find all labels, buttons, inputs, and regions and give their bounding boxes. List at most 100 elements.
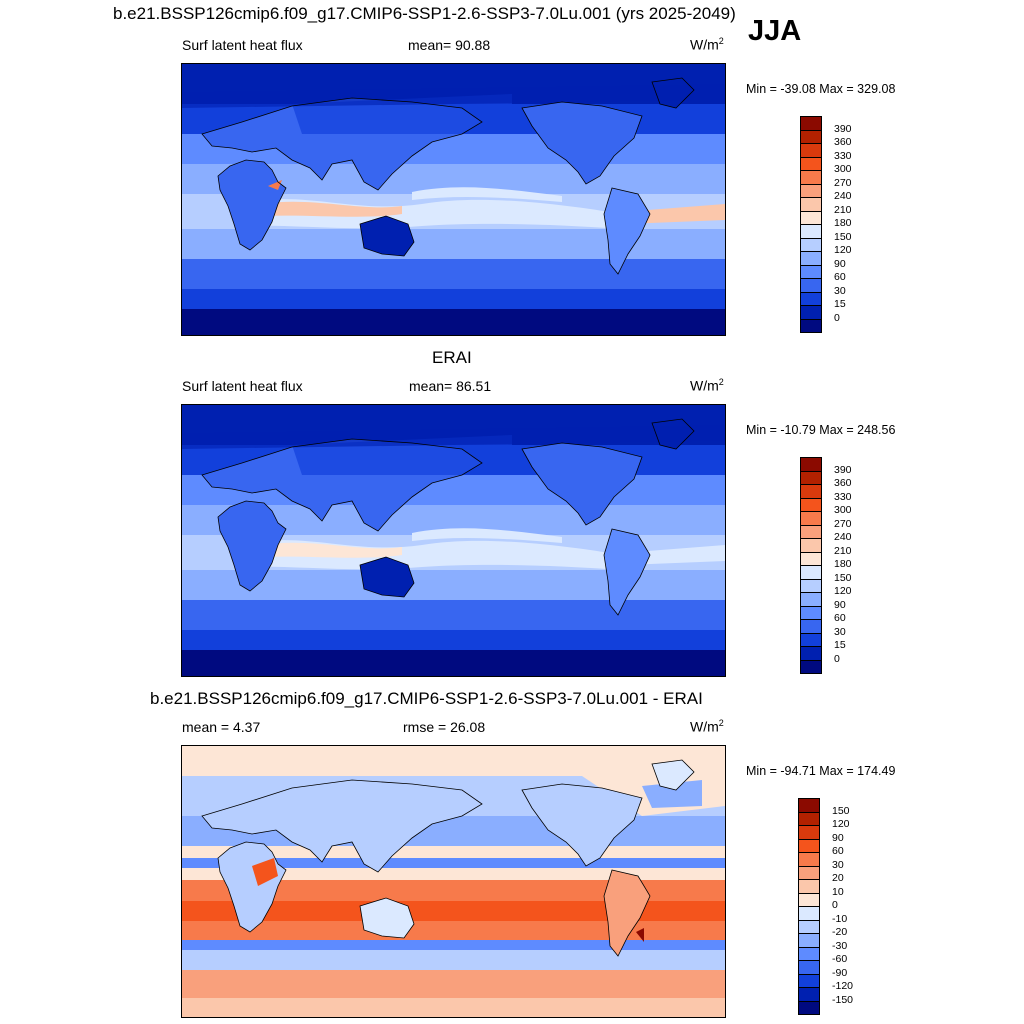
coastline-australia	[359, 556, 415, 598]
contour-region	[604, 870, 650, 956]
colorbar-label: -10	[832, 912, 848, 925]
contour-region	[642, 780, 702, 808]
coastline-samerica	[603, 869, 651, 957]
units-exponent: 2	[718, 36, 724, 46]
colorbar-swatch	[800, 251, 822, 266]
colorbar-label: 90	[834, 598, 846, 611]
contour-region	[182, 84, 725, 108]
colorbar-swatch	[800, 592, 822, 607]
contour-region	[218, 160, 286, 250]
contour-region	[636, 928, 644, 942]
coastline-namerica	[521, 101, 643, 185]
panel2-title: ERAI	[432, 348, 472, 367]
colorbar-label: 360	[834, 477, 852, 489]
colorbar-swatch	[798, 1000, 820, 1015]
contour-region	[522, 102, 642, 184]
panel3-minmax: Min = -94.71 Max = 174.49	[746, 764, 896, 778]
colorbar-label: 120	[834, 585, 852, 597]
colorbar-label: 60	[834, 612, 846, 624]
colorbar-label: 10	[832, 885, 844, 898]
coastline-africa	[217, 500, 287, 592]
contour-region	[262, 201, 402, 217]
colorbar-label: 390	[834, 463, 852, 476]
colorbar-swatch	[798, 987, 820, 1002]
colorbar-label: 150	[834, 571, 852, 584]
panel1-mean-label: mean= 90.88	[408, 37, 491, 53]
season-label: JJA	[748, 15, 802, 47]
colorbar-label: -90	[832, 966, 848, 979]
panel3-map	[181, 745, 726, 1018]
colorbar-label: 270	[834, 176, 852, 189]
colorbar-swatch	[800, 291, 822, 306]
coastline-namerica	[521, 783, 643, 867]
coastline-eurasia	[201, 438, 483, 532]
colorbar-label: -30	[832, 939, 848, 952]
colorbar-label: 330	[834, 149, 852, 162]
panel3-rmse-label: rmse = 26.08	[403, 719, 486, 735]
panel3-title: b.e21.BSSP126cmip6.f09_g17.CMIP6-SSP1-2.…	[150, 689, 703, 708]
panel3-mean-label: mean = 4.37	[182, 719, 261, 735]
contour-region	[522, 784, 642, 866]
coastline-australia	[359, 897, 415, 939]
colorbar-label: 240	[834, 190, 852, 202]
contour-map-canvas	[182, 746, 725, 1017]
contour-region	[182, 425, 725, 449]
contour-region	[360, 898, 414, 938]
colorbar-label: 180	[834, 558, 852, 570]
colorbar-label: 0	[834, 652, 840, 665]
coastline-samerica	[603, 187, 651, 275]
colorbar-swatch	[800, 578, 822, 593]
colorbar-swatch	[798, 811, 820, 826]
colorbar-swatch	[800, 551, 822, 566]
panel1-title: b.e21.BSSP126cmip6.f09_g17.CMIP6-SSP1-2.…	[113, 4, 736, 23]
colorbar-swatch	[800, 318, 822, 333]
coastline-namerica	[521, 442, 643, 526]
colorbar-swatch	[800, 143, 822, 158]
panel1-map	[181, 63, 726, 336]
contour-band	[182, 600, 725, 630]
contour-region	[412, 187, 562, 202]
colorbar-swatch	[800, 197, 822, 212]
colorbar-label: 390	[834, 122, 852, 135]
colorbar-swatch	[800, 224, 822, 239]
colorbar-label: 60	[834, 271, 846, 283]
colorbar-label: 0	[832, 899, 838, 911]
colorbar-label: 300	[834, 504, 852, 516]
contour-band	[182, 259, 725, 289]
panel2-map	[181, 404, 726, 677]
colorbar-swatch	[800, 524, 822, 539]
colorbar-label: 210	[834, 203, 852, 216]
colorbar-label: 15	[834, 639, 846, 651]
colorbar-label: 0	[834, 311, 840, 324]
colorbar-label: -150	[832, 993, 854, 1006]
colorbar-swatch	[800, 632, 822, 647]
colorbar-swatch	[800, 183, 822, 198]
contour-region	[360, 557, 414, 597]
contour-region	[604, 188, 650, 274]
colorbar-swatch	[800, 129, 822, 144]
contour-band	[182, 970, 725, 998]
colorbar-swatch	[800, 156, 822, 171]
colorbar-label: 30	[834, 284, 846, 297]
units-exponent: 2	[718, 377, 724, 387]
contour-region	[604, 529, 650, 615]
colorbar-swatch	[800, 565, 822, 580]
colorbar-label: 210	[834, 544, 852, 557]
panel2-minmax: Min = -10.79 Max = 248.56	[746, 423, 896, 437]
colorbar-label: 240	[834, 531, 852, 543]
colorbar-swatch	[800, 264, 822, 279]
contour-region	[182, 316, 725, 335]
colorbar-label: 300	[834, 163, 852, 175]
colorbar-swatch	[798, 865, 820, 880]
colorbar-swatch	[798, 798, 820, 813]
coastline-africa	[217, 159, 287, 251]
colorbar-swatch	[798, 919, 820, 934]
colorbar-swatch	[800, 305, 822, 320]
colorbar-swatch	[800, 538, 822, 553]
colorbar-label: 90	[832, 831, 844, 844]
coastline-eurasia	[201, 779, 483, 873]
colorbar-swatch	[800, 170, 822, 185]
colorbar-swatch	[800, 659, 822, 674]
colorbar-label: -20	[832, 926, 848, 938]
contour-region	[360, 216, 414, 256]
